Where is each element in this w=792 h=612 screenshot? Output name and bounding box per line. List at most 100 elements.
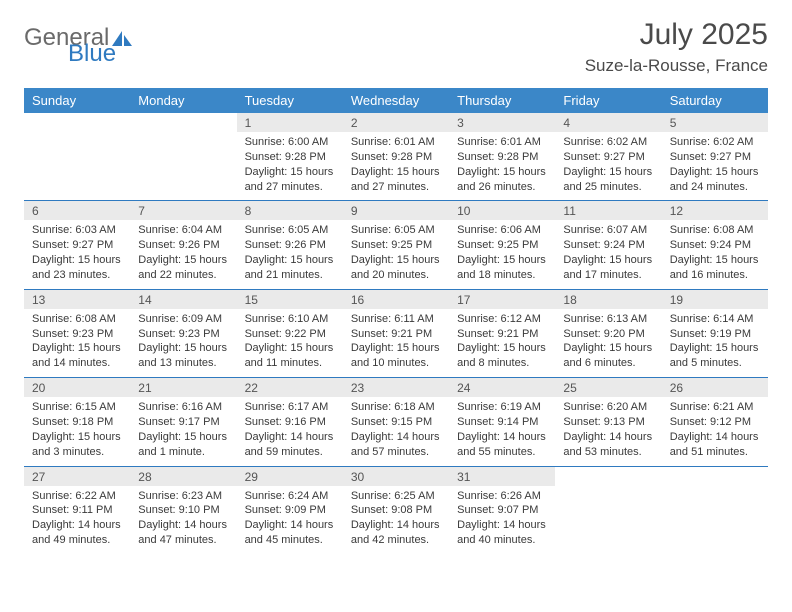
logo-blue-wrap: Blue: [24, 40, 116, 68]
day-detail-cell: Sunrise: 6:24 AMSunset: 9:09 PMDaylight:…: [237, 486, 343, 554]
day-detail-line: Sunrise: 6:01 AM: [351, 135, 441, 150]
day-detail-cell: Sunrise: 6:20 AMSunset: 9:13 PMDaylight:…: [555, 397, 661, 466]
day-of-week-row: SundayMondayTuesdayWednesdayThursdayFrid…: [24, 88, 768, 113]
day-detail-line: Sunset: 9:17 PM: [138, 415, 228, 430]
day-detail-line: and 16 minutes.: [670, 268, 760, 283]
day-detail-cell: Sunrise: 6:01 AMSunset: 9:28 PMDaylight:…: [343, 132, 449, 201]
day-detail-line: Daylight: 15 hours: [245, 253, 335, 268]
day-detail-line: Daylight: 15 hours: [457, 253, 547, 268]
day-detail-line: Sunset: 9:09 PM: [245, 503, 335, 518]
day-detail-cell: Sunrise: 6:26 AMSunset: 9:07 PMDaylight:…: [449, 486, 555, 554]
day-detail-cell: Sunrise: 6:00 AMSunset: 9:28 PMDaylight:…: [237, 132, 343, 201]
day-detail-line: Sunset: 9:26 PM: [138, 238, 228, 253]
day-number-row: 12345: [24, 113, 768, 132]
day-detail-line: Sunrise: 6:05 AM: [245, 223, 335, 238]
day-header: Wednesday: [343, 88, 449, 113]
day-number-cell: 30: [343, 467, 449, 486]
day-detail-line: Sunrise: 6:15 AM: [32, 400, 122, 415]
day-detail-line: Sunset: 9:14 PM: [457, 415, 547, 430]
day-detail-line: Sunrise: 6:00 AM: [245, 135, 335, 150]
day-detail-cell: Sunrise: 6:01 AMSunset: 9:28 PMDaylight:…: [449, 132, 555, 201]
day-detail-cell: Sunrise: 6:12 AMSunset: 9:21 PMDaylight:…: [449, 309, 555, 378]
day-detail-line: and 49 minutes.: [32, 533, 122, 548]
day-detail-line: Daylight: 15 hours: [457, 341, 547, 356]
day-detail-line: Daylight: 15 hours: [138, 253, 228, 268]
day-detail-line: Sunset: 9:28 PM: [457, 150, 547, 165]
day-detail-line: Daylight: 14 hours: [563, 430, 653, 445]
day-detail-line: and 59 minutes.: [245, 445, 335, 460]
day-header: Thursday: [449, 88, 555, 113]
day-detail-line: Sunset: 9:19 PM: [670, 327, 760, 342]
day-detail-line: Sunrise: 6:20 AM: [563, 400, 653, 415]
day-number-cell: 23: [343, 378, 449, 397]
day-detail-cell: Sunrise: 6:25 AMSunset: 9:08 PMDaylight:…: [343, 486, 449, 554]
day-detail-line: and 22 minutes.: [138, 268, 228, 283]
day-detail-line: Sunset: 9:27 PM: [563, 150, 653, 165]
day-detail-line: Sunrise: 6:10 AM: [245, 312, 335, 327]
day-detail-line: and 8 minutes.: [457, 356, 547, 371]
day-detail-line: Sunset: 9:10 PM: [138, 503, 228, 518]
day-detail-cell: Sunrise: 6:04 AMSunset: 9:26 PMDaylight:…: [130, 220, 236, 289]
day-number-cell: 16: [343, 290, 449, 309]
day-detail-cell: Sunrise: 6:07 AMSunset: 9:24 PMDaylight:…: [555, 220, 661, 289]
day-detail-line: Sunrise: 6:13 AM: [563, 312, 653, 327]
day-detail-line: Daylight: 15 hours: [670, 253, 760, 268]
day-detail-cell: Sunrise: 6:10 AMSunset: 9:22 PMDaylight:…: [237, 309, 343, 378]
day-detail-line: Sunrise: 6:19 AM: [457, 400, 547, 415]
day-detail-line: Sunrise: 6:17 AM: [245, 400, 335, 415]
day-header: Monday: [130, 88, 236, 113]
day-number-cell: [555, 467, 661, 486]
day-detail-line: and 5 minutes.: [670, 356, 760, 371]
day-detail-line: Daylight: 15 hours: [351, 341, 441, 356]
calendar-page: General July 2025 Suze-la-Rousse, France…: [0, 0, 792, 612]
day-detail-cell: Sunrise: 6:15 AMSunset: 9:18 PMDaylight:…: [24, 397, 130, 466]
day-detail-cell: Sunrise: 6:05 AMSunset: 9:26 PMDaylight:…: [237, 220, 343, 289]
day-detail-cell: Sunrise: 6:02 AMSunset: 9:27 PMDaylight:…: [555, 132, 661, 201]
day-detail-line: Daylight: 14 hours: [138, 518, 228, 533]
day-detail-line: and 51 minutes.: [670, 445, 760, 460]
day-detail-line: and 55 minutes.: [457, 445, 547, 460]
day-detail-line: Sunrise: 6:16 AM: [138, 400, 228, 415]
day-detail-line: Sunset: 9:23 PM: [32, 327, 122, 342]
day-detail-line: Sunset: 9:20 PM: [563, 327, 653, 342]
day-header: Tuesday: [237, 88, 343, 113]
day-detail-line: and 17 minutes.: [563, 268, 653, 283]
day-detail-line: and 3 minutes.: [32, 445, 122, 460]
day-detail-line: Sunset: 9:24 PM: [563, 238, 653, 253]
day-detail-line: Sunset: 9:25 PM: [457, 238, 547, 253]
day-detail-cell: Sunrise: 6:09 AMSunset: 9:23 PMDaylight:…: [130, 309, 236, 378]
day-detail-line: and 11 minutes.: [245, 356, 335, 371]
day-detail-row: Sunrise: 6:03 AMSunset: 9:27 PMDaylight:…: [24, 220, 768, 289]
calendar-body: 12345Sunrise: 6:00 AMSunset: 9:28 PMDayl…: [24, 113, 768, 554]
day-detail-line: Sunrise: 6:14 AM: [670, 312, 760, 327]
day-detail-line: Sunrise: 6:24 AM: [245, 489, 335, 504]
day-number-cell: 14: [130, 290, 236, 309]
day-detail-line: and 53 minutes.: [563, 445, 653, 460]
day-detail-line: Sunset: 9:22 PM: [245, 327, 335, 342]
day-number-cell: 29: [237, 467, 343, 486]
day-detail-cell: Sunrise: 6:21 AMSunset: 9:12 PMDaylight:…: [662, 397, 768, 466]
day-number-cell: 10: [449, 201, 555, 220]
day-detail-line: and 21 minutes.: [245, 268, 335, 283]
month-title: July 2025: [585, 18, 768, 52]
day-detail-line: and 57 minutes.: [351, 445, 441, 460]
location: Suze-la-Rousse, France: [585, 56, 768, 76]
day-detail-line: and 6 minutes.: [563, 356, 653, 371]
day-detail-line: Daylight: 14 hours: [457, 430, 547, 445]
day-detail-cell: [130, 132, 236, 201]
day-number-cell: 11: [555, 201, 661, 220]
day-detail-line: Daylight: 14 hours: [245, 518, 335, 533]
day-detail-line: Daylight: 15 hours: [32, 341, 122, 356]
day-detail-line: and 40 minutes.: [457, 533, 547, 548]
day-detail-line: and 45 minutes.: [245, 533, 335, 548]
day-detail-cell: Sunrise: 6:03 AMSunset: 9:27 PMDaylight:…: [24, 220, 130, 289]
day-detail-line: Sunset: 9:18 PM: [32, 415, 122, 430]
day-number-cell: 4: [555, 113, 661, 132]
day-detail-cell: Sunrise: 6:02 AMSunset: 9:27 PMDaylight:…: [662, 132, 768, 201]
day-detail-line: and 27 minutes.: [351, 180, 441, 195]
day-detail-line: Sunset: 9:24 PM: [670, 238, 760, 253]
day-number-cell: 13: [24, 290, 130, 309]
day-number-cell: [24, 113, 130, 132]
day-detail-row: Sunrise: 6:00 AMSunset: 9:28 PMDaylight:…: [24, 132, 768, 201]
day-detail-line: Sunrise: 6:06 AM: [457, 223, 547, 238]
